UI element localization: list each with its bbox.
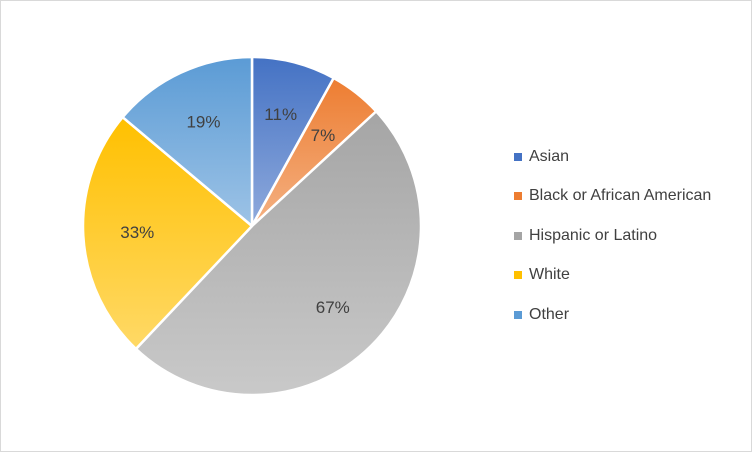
legend-item-asian: Asian xyxy=(514,137,711,177)
legend-label: Hispanic or Latino xyxy=(529,226,658,244)
legend-swatch xyxy=(514,310,522,319)
data-label-other: 19% xyxy=(186,112,220,131)
legend-swatch xyxy=(514,271,522,280)
pie-data-labels: 11% 7% 67% 33% 19% xyxy=(120,105,350,317)
data-label-white: 33% xyxy=(120,223,154,242)
legend-item-other: Other xyxy=(514,295,711,335)
pie-slice-hispanic-or-latino xyxy=(134,110,423,397)
pie-slice-white xyxy=(81,115,254,351)
legend-swatch xyxy=(514,231,522,240)
legend-label: White xyxy=(529,266,570,284)
legend-swatch xyxy=(514,192,522,201)
legend-item-white: White xyxy=(514,256,711,296)
pie-slice-other xyxy=(121,55,254,228)
data-label-asian: 11% xyxy=(264,105,297,124)
legend-label: Other xyxy=(529,305,570,323)
data-label-black-or-african-american: 7% xyxy=(311,126,336,145)
legend-label: Black or African American xyxy=(529,187,712,205)
legend-label: Asian xyxy=(529,147,570,165)
legend: Asian Black or African American Hispanic… xyxy=(514,137,711,335)
legend-swatch xyxy=(514,152,522,161)
data-label-hispanic-or-latino: 67% xyxy=(316,298,350,317)
pie-slices xyxy=(81,55,423,397)
legend-item-black-or-african-american: Black or African American xyxy=(514,177,711,217)
legend-item-hispanic-or-latino: Hispanic or Latino xyxy=(514,216,711,256)
